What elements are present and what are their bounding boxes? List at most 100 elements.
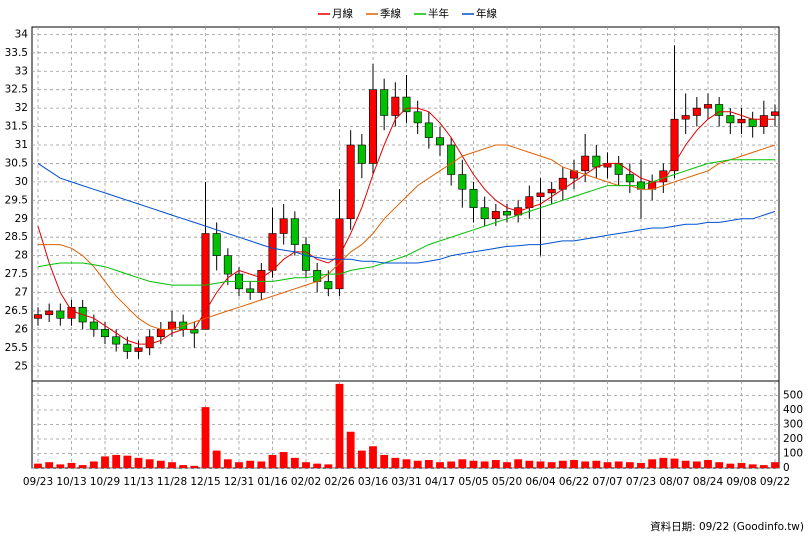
- volume-bar: [402, 459, 411, 468]
- y2-tick-label: 0: [783, 462, 790, 474]
- candle-body: [290, 218, 299, 245]
- candle-body: [491, 211, 500, 220]
- candle-body: [369, 89, 377, 164]
- candle-body: [67, 306, 76, 319]
- candle-body: [592, 155, 601, 168]
- candle-body: [670, 118, 679, 172]
- candle-body: [737, 118, 746, 124]
- volume-bar: [514, 459, 523, 468]
- plot-frame: [31, 26, 780, 469]
- candle-body: [391, 96, 400, 116]
- candle-body: [101, 329, 109, 338]
- candle-body: [380, 89, 389, 116]
- volume-bar: [268, 454, 277, 468]
- volume-bar: [525, 460, 534, 468]
- volume-bar: [480, 461, 489, 468]
- candle-body: [536, 192, 545, 197]
- candle-body: [625, 174, 634, 183]
- x-tick-label: 11/28: [157, 476, 187, 488]
- volume-bar: [324, 464, 333, 468]
- candle-body: [145, 336, 154, 349]
- y-tick-label: 26: [15, 323, 29, 335]
- candle-body: [503, 211, 511, 216]
- volume-bar: [134, 457, 143, 468]
- candle-body: [190, 329, 199, 334]
- candle-body: [469, 188, 478, 208]
- y2-tick-label: 500: [783, 390, 803, 402]
- volume-bar: [112, 454, 121, 468]
- candle-body: [480, 207, 489, 220]
- volume-bar: [179, 465, 188, 468]
- legend-label: 季線: [380, 7, 401, 20]
- candle-body: [56, 310, 65, 319]
- volume-bar: [704, 460, 712, 468]
- candle-body: [134, 347, 143, 352]
- y-tick-label: 31: [15, 139, 28, 151]
- volume-bar: [547, 462, 556, 468]
- y2-tick-label: 100: [783, 448, 803, 460]
- y-tick-label: 30.5: [5, 157, 28, 169]
- volume-bar: [290, 457, 299, 468]
- candle-body: [447, 144, 456, 175]
- x-tick-label: 06/22: [559, 476, 589, 488]
- volume-bar: [726, 463, 735, 468]
- volume-bar: [737, 462, 746, 468]
- x-tick-label: 02/02: [291, 476, 321, 488]
- candle-body: [302, 244, 310, 271]
- y2-tick-label: 200: [783, 433, 803, 445]
- volume-bar: [670, 458, 679, 468]
- volume-bar: [637, 462, 645, 468]
- candle-body: [123, 343, 132, 352]
- x-tick-label: 08/24: [693, 476, 724, 488]
- candle-body: [335, 218, 344, 290]
- volume-bar: [123, 455, 132, 468]
- x-tick-label: 04/17: [425, 476, 455, 488]
- volume-bar: [436, 462, 444, 468]
- y-tick-label: 29: [15, 213, 28, 225]
- footer: 資料日期: 09/22 (Goodinfo.tw): [650, 520, 804, 533]
- x-tick-label: 12/31: [224, 476, 254, 488]
- volume-bar: [78, 465, 87, 468]
- volume-bar: [592, 460, 601, 468]
- volume-bar: [581, 461, 590, 468]
- volume-bar: [491, 460, 500, 468]
- candle-body: [547, 188, 556, 194]
- x-tick-label: 01/16: [257, 476, 288, 488]
- volume-bar: [570, 460, 578, 468]
- volume-bar: [748, 464, 757, 468]
- volume-bar: [603, 462, 612, 468]
- volume-bar: [279, 452, 288, 468]
- candle-body: [704, 104, 712, 109]
- candle-body: [681, 115, 690, 120]
- volume-bar: [212, 450, 221, 468]
- volume-bar: [692, 461, 701, 468]
- volume-bar: [357, 450, 366, 468]
- volume-bar: [369, 446, 377, 468]
- candle-body: [748, 118, 757, 127]
- y-tick-label: 25.5: [5, 342, 28, 354]
- y-tick-label: 33.5: [5, 47, 28, 59]
- volume-bar: [223, 459, 232, 468]
- y-tick-label: 31.5: [5, 121, 28, 133]
- volume-bar: [101, 456, 109, 468]
- volume-bar: [313, 463, 322, 468]
- volume-bar: [681, 460, 690, 468]
- volume-bar: [346, 431, 355, 468]
- y2-tick-label: 400: [783, 404, 803, 416]
- volume-bar: [168, 462, 176, 468]
- candle-body: [45, 310, 54, 315]
- volume-bar: [625, 462, 634, 468]
- y-tick-label: 32.5: [5, 84, 28, 96]
- ma-line: [37, 159, 775, 286]
- candle-body: [424, 122, 433, 138]
- volume-bar: [156, 460, 165, 468]
- candle-body: [324, 281, 333, 290]
- volume-bar: [201, 407, 210, 468]
- x-tick-label: 10/13: [56, 476, 86, 488]
- volume-bar: [391, 457, 400, 468]
- x-tick-label: 10/29: [90, 476, 120, 488]
- candle-body: [201, 233, 210, 330]
- y-tick-label: 30: [15, 176, 28, 188]
- volume-bar: [771, 462, 779, 468]
